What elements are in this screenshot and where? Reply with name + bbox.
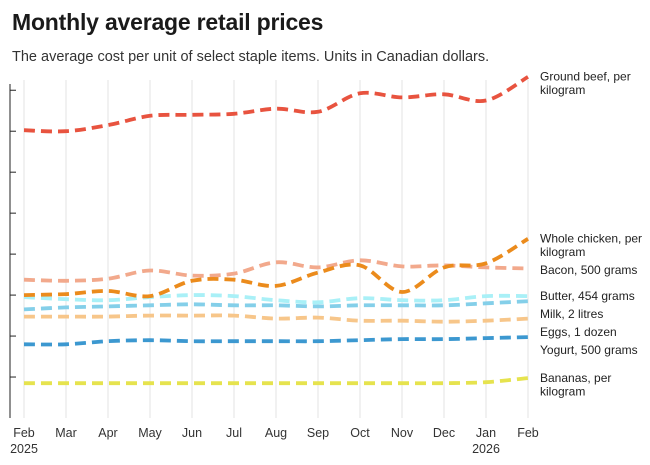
series-label-ground-beef-per-kilogram: Ground beef, per kilogram	[540, 70, 631, 98]
series-lines	[23, 75, 529, 386]
x-tick-label: Nov	[391, 426, 414, 440]
series-line-ground-beef-per-kilogram	[23, 75, 529, 134]
x-tick-year-label: 2026	[472, 442, 500, 456]
series-label-milk-2-litres: Milk, 2 litres	[540, 307, 603, 321]
x-tick-label: Sep	[307, 426, 329, 440]
x-tick-label: Feb	[517, 426, 539, 440]
series-label-bananas-per-kilogram: Bananas, per kilogram	[540, 371, 611, 399]
y-axis	[9, 84, 16, 418]
series-label-eggs-1-dozen: Eggs, 1 dozen	[540, 325, 617, 339]
series-labels: Ground beef, per kilogram Whole chicken, p…	[540, 70, 642, 399]
series-label-whole-chicken-per-kilogram: Whole chicken, per kilogram	[540, 232, 642, 260]
x-tick-label: Oct	[350, 426, 370, 440]
x-tick-label: Jan	[476, 426, 496, 440]
series-label-butter-454-grams: Butter, 454 grams	[540, 289, 635, 303]
x-tick-year-label: 2025	[10, 442, 38, 456]
x-axis: Feb 2025 Mar Apr May Jun Jul Aug Sep Oct Nov Dec Jan…	[10, 426, 539, 456]
series-line-whole-chicken-per-kilogram	[23, 237, 529, 299]
chart-subtitle: The average cost per unit of select stap…	[12, 49, 490, 65]
x-tick-label: Mar	[55, 426, 77, 440]
x-tick-label: Feb	[13, 426, 35, 440]
x-tick-label: Jul	[226, 426, 242, 440]
x-tick-label: Dec	[433, 426, 455, 440]
x-tick-label: Jun	[182, 426, 202, 440]
series-label-yogurt-500-grams: Yogurt, 500 grams	[540, 343, 638, 357]
x-tick-label: May	[138, 426, 162, 440]
x-tick-label: Apr	[98, 426, 117, 440]
gridlines	[23, 80, 529, 418]
chart-title: Monthly average retail prices	[12, 9, 324, 35]
series-label-bacon-500-grams: Bacon, 500 grams	[540, 263, 637, 277]
x-tick-label: Aug	[265, 426, 287, 440]
